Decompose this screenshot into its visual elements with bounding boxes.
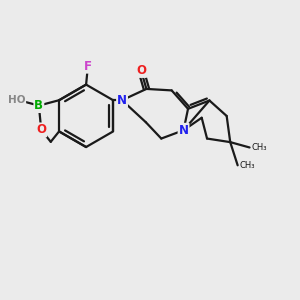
Text: CH₃: CH₃ — [251, 143, 266, 152]
Text: F: F — [84, 60, 92, 73]
Text: HO: HO — [8, 94, 25, 105]
Text: N: N — [117, 94, 127, 107]
Text: O: O — [36, 123, 46, 136]
Text: CH₃: CH₃ — [239, 161, 255, 170]
Text: B: B — [34, 99, 43, 112]
Text: O: O — [136, 64, 146, 77]
Text: N: N — [178, 124, 189, 137]
